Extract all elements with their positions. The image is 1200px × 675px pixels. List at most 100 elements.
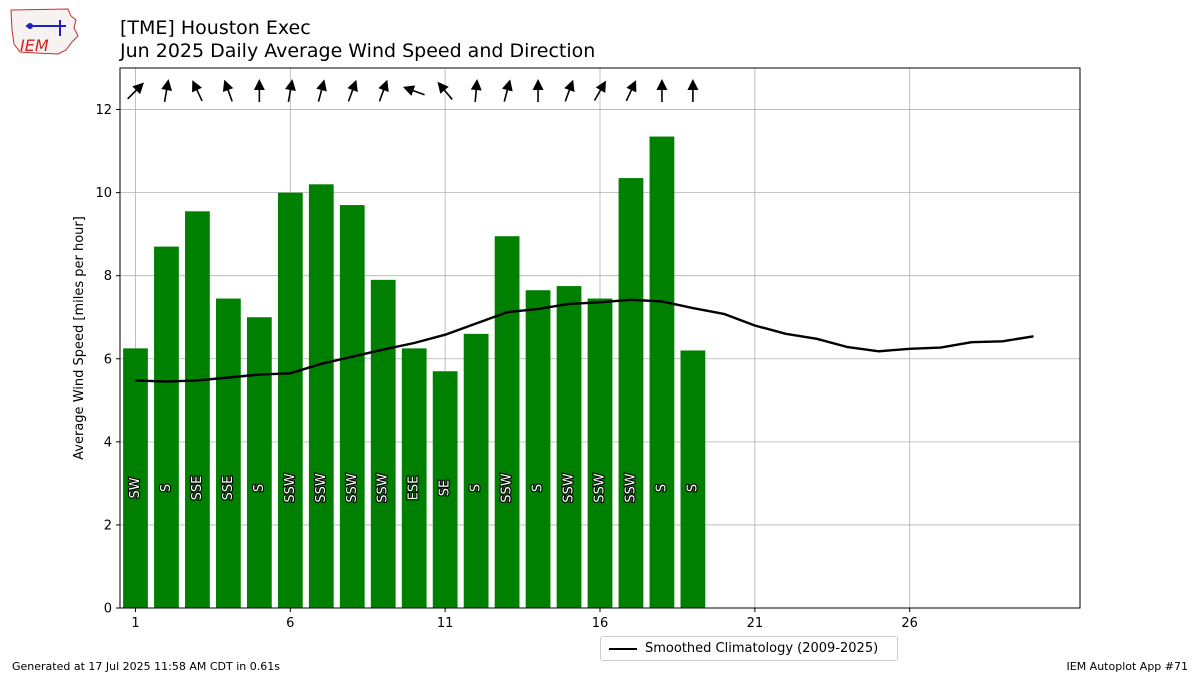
wind-arrow-head bbox=[437, 81, 449, 94]
bar-day-18 bbox=[649, 136, 675, 609]
wind-arrow-shaft bbox=[378, 87, 386, 102]
wind-arrow-day-17 bbox=[625, 80, 637, 102]
y-tick-label: 4 bbox=[104, 435, 112, 450]
x-tick-label: 21 bbox=[747, 616, 764, 631]
bar-day-19 bbox=[680, 350, 706, 608]
wind-arrow-head bbox=[470, 79, 482, 91]
wind-arrow-shaft bbox=[625, 87, 633, 102]
x-tick-label: 16 bbox=[592, 616, 609, 631]
direction-label-day-1: SW bbox=[128, 477, 143, 498]
y-tick-label: 0 bbox=[104, 602, 112, 617]
bar-day-12 bbox=[463, 333, 489, 608]
bar-day-15 bbox=[556, 286, 582, 608]
bar-day-1 bbox=[123, 348, 148, 608]
bar-day-11 bbox=[432, 371, 458, 608]
direction-label-day-7: SSW bbox=[314, 473, 329, 503]
wind-arrow-shaft bbox=[442, 88, 453, 100]
wind-arrow-shaft bbox=[127, 88, 139, 100]
wind-arrow-head bbox=[285, 79, 296, 91]
bar-day-2 bbox=[154, 246, 179, 608]
iem-logo: IEM bbox=[10, 8, 79, 55]
x-tick-label: 6 bbox=[286, 616, 294, 631]
wind-arrow-head bbox=[253, 79, 265, 90]
bar-day-9 bbox=[370, 279, 396, 608]
bar-day-10 bbox=[401, 348, 427, 608]
wind-arrow-day-3 bbox=[192, 80, 203, 102]
wind-arrow-day-11 bbox=[437, 81, 453, 100]
direction-label-day-10: ESE bbox=[407, 476, 422, 501]
wind-arrow-head bbox=[502, 79, 513, 92]
direction-label-day-8: SSW bbox=[345, 473, 360, 503]
wind-arrow-day-14 bbox=[532, 79, 544, 102]
wind-arrow-shaft bbox=[195, 87, 203, 102]
legend: Smoothed Climatology (2009-2025) bbox=[600, 636, 898, 661]
wind-arrow-shaft bbox=[226, 87, 233, 102]
bar-day-6 bbox=[277, 192, 303, 608]
wind-arrow-head bbox=[316, 79, 327, 92]
generated-timestamp: Generated at 17 Jul 2025 11:58 AM CDT in… bbox=[12, 660, 280, 673]
direction-label-day-18: S bbox=[654, 484, 669, 492]
wind-arrow-day-4 bbox=[222, 79, 234, 102]
direction-label-day-11: SE bbox=[438, 480, 453, 496]
wind-arrow-day-9 bbox=[378, 79, 389, 102]
direction-label-day-15: SSW bbox=[562, 473, 577, 503]
direction-label-day-16: SSW bbox=[593, 473, 608, 503]
wind-arrow-day-8 bbox=[347, 79, 358, 102]
app-id: IEM Autoplot App #71 bbox=[1066, 660, 1189, 673]
wind-arrow-day-16 bbox=[593, 80, 606, 101]
wind-arrow-shaft bbox=[503, 87, 509, 102]
direction-label-day-12: S bbox=[469, 484, 484, 492]
wind-arrow-head bbox=[192, 80, 202, 93]
bar-day-14 bbox=[525, 290, 551, 608]
bar-day-16 bbox=[587, 298, 613, 608]
y-tick-label: 2 bbox=[104, 518, 112, 533]
direction-label-day-9: SSW bbox=[376, 473, 391, 503]
direction-label-day-14: S bbox=[531, 484, 546, 492]
wind-arrow-day-7 bbox=[316, 79, 327, 102]
wind-arrow-head bbox=[378, 79, 389, 92]
wind-arrow-head bbox=[222, 79, 234, 92]
bar-day-3 bbox=[185, 211, 210, 609]
wind-arrow-head bbox=[626, 80, 637, 93]
wind-arrow-day-18 bbox=[656, 79, 668, 102]
y-tick-label: 10 bbox=[95, 186, 112, 201]
direction-label-day-3: SSE bbox=[190, 476, 205, 501]
bars bbox=[123, 136, 706, 609]
y-tick-label: 12 bbox=[95, 103, 112, 118]
wind-arrow-day-2 bbox=[161, 79, 173, 102]
wind-arrow-head bbox=[656, 79, 668, 90]
direction-label-day-19: S bbox=[685, 484, 700, 492]
wind-arrow-day-10 bbox=[402, 85, 425, 96]
wind-arrow-shaft bbox=[474, 87, 478, 103]
bar-day-7 bbox=[308, 184, 334, 609]
direction-label-day-5: S bbox=[252, 484, 267, 492]
bar-day-8 bbox=[339, 205, 365, 609]
wind-arrow-head bbox=[595, 80, 606, 93]
wind-arrow-head bbox=[402, 85, 416, 96]
wind-arrow-shaft bbox=[317, 87, 323, 102]
bar-day-17 bbox=[618, 178, 644, 609]
direction-label-day-4: SSE bbox=[221, 476, 236, 501]
wind-arrow-day-5 bbox=[253, 79, 265, 102]
wind-arrow-head bbox=[161, 79, 173, 91]
x-tick-label: 1 bbox=[131, 616, 139, 631]
y-tick-label: 8 bbox=[104, 269, 112, 284]
wind-arrow-head bbox=[687, 79, 699, 90]
y-axis-label: Average Wind Speed [miles per hour] bbox=[72, 216, 87, 460]
direction-label-day-17: SSW bbox=[623, 473, 638, 503]
wind-arrow-day-6 bbox=[285, 79, 296, 102]
wind-arrow-day-19 bbox=[687, 79, 699, 102]
direction-label-day-6: SSW bbox=[283, 473, 298, 503]
wind-arrow-shaft bbox=[564, 87, 571, 102]
legend-swatch bbox=[609, 648, 637, 650]
wind-arrow-shaft bbox=[163, 87, 168, 102]
bar-day-4 bbox=[216, 298, 241, 608]
x-tick-label: 26 bbox=[901, 616, 918, 631]
wind-arrow-shaft bbox=[347, 87, 355, 102]
wind-arrow-shaft bbox=[593, 88, 603, 101]
climatology-layer bbox=[135, 298, 1034, 383]
chart-title-line1: [TME] Houston Exec bbox=[120, 17, 311, 39]
bar-day-5 bbox=[246, 317, 272, 608]
